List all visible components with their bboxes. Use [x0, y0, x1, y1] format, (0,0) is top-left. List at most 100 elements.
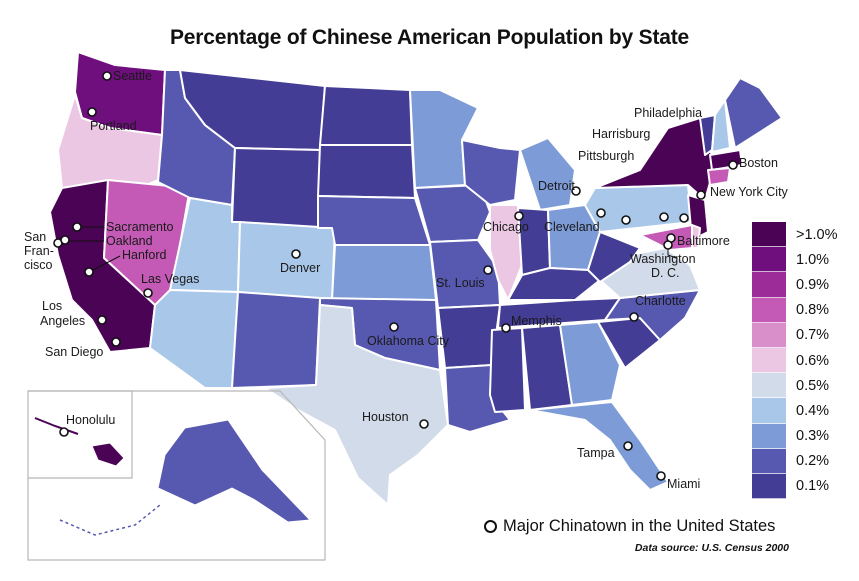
- marker-denver[interactable]: [291, 249, 301, 259]
- chinatown-legend-label: Major Chinatown in the United States: [503, 517, 776, 535]
- marker-oakland[interactable]: [60, 235, 70, 245]
- label-harrisburg: Harrisburg: [592, 127, 650, 141]
- legend-item: 0.9%: [752, 272, 838, 298]
- state-north-dakota[interactable]: [319, 85, 413, 146]
- state-mississippi[interactable]: [489, 327, 526, 413]
- state-wisconsin[interactable]: [461, 139, 521, 206]
- label-los-angeles-line1: Los: [42, 299, 62, 313]
- state-alaska[interactable]: [157, 419, 312, 523]
- marker-hanford[interactable]: [84, 267, 94, 277]
- label-sacramento: Sacramento: [106, 220, 173, 234]
- label-cleveland: Cleveland: [544, 220, 600, 234]
- label-miami: Miami: [667, 477, 700, 491]
- label-baltimore: Baltimore: [677, 234, 730, 248]
- state-missouri[interactable]: [429, 239, 501, 309]
- state-michigan[interactable]: [519, 137, 576, 211]
- state-florida[interactable]: [529, 401, 669, 491]
- marker-washington-dc[interactable]: [663, 240, 673, 250]
- marker-new-york[interactable]: [696, 190, 706, 200]
- legend-item: 0.4%: [752, 398, 838, 424]
- state-georgia[interactable]: [559, 321, 621, 406]
- state-new-mexico[interactable]: [231, 291, 321, 389]
- legend-label: 0.3%: [796, 428, 830, 445]
- legend-swatch: [752, 473, 786, 500]
- label-pittsburgh: Pittsburgh: [578, 149, 634, 163]
- label-oakland: Oakland: [106, 234, 153, 248]
- inset-border: [27, 390, 326, 561]
- legend-item: 0.6%: [752, 347, 838, 374]
- state-texas[interactable]: [264, 304, 449, 506]
- legend-label: 0.5%: [796, 377, 830, 394]
- marker-honolulu[interactable]: [59, 427, 69, 437]
- marker-miami[interactable]: [656, 471, 666, 481]
- marker-oklahoma-city[interactable]: [389, 322, 399, 332]
- map-title: Percentage of Chinese American Populatio…: [169, 26, 690, 49]
- marker-philadelphia[interactable]: [679, 213, 689, 223]
- marker-pittsburgh[interactable]: [621, 215, 631, 225]
- legend-swatch: [752, 222, 786, 248]
- marker-los-angeles[interactable]: [97, 315, 107, 325]
- marker-st-louis[interactable]: [483, 265, 493, 275]
- label-charlotte: Charlotte: [635, 294, 686, 308]
- legend-swatch: [752, 272, 786, 298]
- legend-item: 0.5%: [752, 373, 838, 399]
- legend-item: 0.2%: [752, 448, 838, 474]
- legend-swatch: [752, 448, 786, 474]
- label-houston: Houston: [362, 410, 409, 424]
- label-san-francisco-line3: cisco: [24, 258, 53, 272]
- legend-swatch: [752, 247, 786, 273]
- marker-las-vegas[interactable]: [143, 288, 153, 298]
- marker-seattle[interactable]: [102, 71, 112, 81]
- state-kansas[interactable]: [331, 244, 437, 301]
- legend-swatch: [752, 398, 786, 424]
- label-las-vegas: Las Vegas: [141, 272, 199, 286]
- state-hawaii[interactable]: [91, 442, 125, 467]
- label-st-louis: St. Louis: [436, 276, 485, 290]
- legend-item: 0.7%: [752, 322, 838, 348]
- marker-charlotte[interactable]: [629, 312, 639, 322]
- marker-tampa[interactable]: [623, 441, 633, 451]
- label-tampa: Tampa: [577, 446, 615, 460]
- legend-item: 0.8%: [752, 297, 838, 323]
- legend-swatch: [752, 347, 786, 374]
- legend-item: 0.3%: [752, 423, 838, 449]
- state-new-hampshire[interactable]: [711, 99, 731, 153]
- hawaii-chain: [34, 417, 79, 435]
- state-nebraska[interactable]: [317, 195, 431, 246]
- hawaii-inset-border: [28, 390, 133, 479]
- marker-cleveland[interactable]: [596, 208, 606, 218]
- marker-harrisburg[interactable]: [659, 212, 669, 222]
- marker-boston[interactable]: [728, 160, 738, 170]
- state-wyoming[interactable]: [231, 147, 321, 229]
- state-delaware[interactable]: [691, 224, 701, 249]
- label-hanford: Hanford: [122, 248, 167, 262]
- state-arizona[interactable]: [149, 289, 239, 389]
- legend-label: 0.1%: [796, 478, 830, 495]
- legend-swatch: [752, 373, 786, 399]
- alaska-aleutian-chain: [59, 504, 161, 536]
- marker-memphis[interactable]: [501, 323, 511, 333]
- label-denver: Denver: [280, 261, 320, 275]
- marker-detroit[interactable]: [571, 186, 581, 196]
- label-seattle: Seattle: [113, 69, 152, 83]
- label-honolulu: Honolulu: [66, 413, 115, 427]
- marker-portland[interactable]: [87, 107, 97, 117]
- state-connecticut[interactable]: [707, 167, 731, 186]
- marker-san-diego[interactable]: [111, 337, 121, 347]
- label-detroit: Detroit: [538, 179, 575, 193]
- label-portland: Portland: [90, 119, 137, 133]
- state-south-dakota[interactable]: [317, 144, 416, 199]
- label-san-francisco-line1: San: [24, 230, 46, 244]
- marker-sacramento[interactable]: [72, 222, 82, 232]
- marker-houston[interactable]: [419, 419, 429, 429]
- state-maine[interactable]: [724, 77, 783, 149]
- label-philadelphia: Philadelphia: [634, 106, 702, 120]
- leader-hanford: [92, 255, 121, 271]
- chinatown-marker-legend: Major Chinatown in the United States: [484, 517, 775, 536]
- chinatown-marker-icon: [484, 520, 497, 533]
- label-washington-dc-line2: D. C.: [651, 266, 679, 280]
- legend-swatch: [752, 322, 786, 348]
- legend-item: >1.0%: [752, 222, 838, 248]
- label-chicago: Chicago: [483, 220, 529, 234]
- marker-chicago[interactable]: [514, 211, 524, 221]
